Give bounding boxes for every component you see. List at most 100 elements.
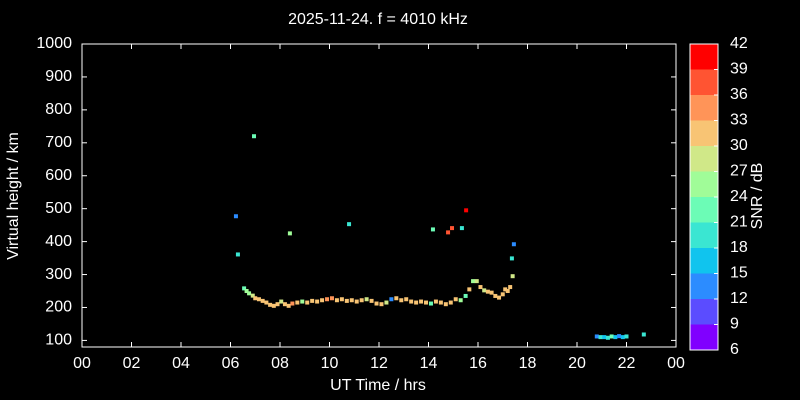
- data-point: [624, 334, 629, 339]
- data-point: [613, 335, 618, 340]
- data-point: [235, 252, 240, 257]
- data-point: [467, 287, 472, 292]
- data-point: [247, 291, 252, 296]
- data-point: [485, 289, 490, 294]
- y-axis-label: Virtual height / km: [5, 132, 22, 260]
- data-point: [459, 226, 464, 231]
- data-point: [268, 302, 273, 307]
- data-point: [609, 334, 614, 339]
- y-tick-label: 400: [45, 233, 72, 250]
- colorbar-tick-label: 9: [730, 316, 739, 333]
- data-point: [641, 332, 646, 337]
- data-point: [384, 300, 389, 305]
- data-point: [264, 300, 269, 305]
- chart-title: 2025-11-24. f = 4010 kHz: [288, 11, 468, 28]
- colorbar-tick-label: 18: [730, 239, 748, 256]
- data-point: [300, 299, 305, 304]
- x-tick-label: 04: [172, 355, 190, 372]
- data-point: [433, 299, 438, 304]
- data-point: [310, 298, 315, 303]
- data-point: [286, 303, 291, 308]
- data-point: [617, 334, 622, 339]
- data-point: [510, 274, 515, 279]
- colorbar-band: [690, 120, 718, 146]
- data-point: [379, 302, 384, 307]
- data-point: [605, 335, 610, 340]
- data-point: [287, 231, 292, 236]
- x-axis-label: UT Time / hrs: [330, 377, 426, 394]
- data-point: [339, 297, 344, 302]
- y-tick-label: 800: [45, 101, 72, 118]
- colorbar-band: [690, 44, 718, 70]
- data-point: [500, 292, 505, 297]
- x-tick-label: 02: [123, 355, 141, 372]
- colorbar-tick-label: 36: [730, 86, 748, 103]
- x-tick-label: 14: [420, 355, 438, 372]
- colorbar-tick-label: 27: [730, 163, 748, 180]
- data-point: [471, 279, 476, 284]
- colorbar-tick-label: 24: [730, 188, 748, 205]
- colorbar-band: [690, 146, 718, 172]
- data-point: [253, 296, 258, 301]
- data-point: [464, 208, 469, 213]
- data-point: [369, 298, 374, 303]
- colorbar-tick-label: 30: [730, 137, 748, 154]
- data-point: [493, 293, 498, 298]
- y-tick-label: 700: [45, 134, 72, 151]
- x-tick-label: 00: [73, 355, 91, 372]
- data-point: [349, 298, 354, 303]
- data-point: [359, 298, 364, 303]
- data-point: [242, 286, 247, 291]
- data-point: [404, 297, 409, 302]
- data-point: [482, 288, 487, 293]
- data-point: [509, 256, 514, 261]
- data-point: [347, 222, 352, 227]
- data-point: [458, 298, 463, 303]
- data-point: [374, 301, 379, 306]
- data-point: [305, 300, 310, 305]
- data-point: [295, 300, 300, 305]
- y-tick-label: 100: [45, 332, 72, 349]
- x-tick-label: 12: [370, 355, 388, 372]
- data-point: [505, 289, 510, 294]
- data-point: [250, 293, 255, 298]
- data-point: [594, 334, 599, 339]
- data-point: [260, 298, 265, 303]
- data-point: [620, 335, 625, 340]
- data-point: [419, 299, 424, 304]
- data-point: [325, 297, 330, 302]
- x-tick-label: 22: [618, 355, 636, 372]
- y-tick-label: 300: [45, 266, 72, 283]
- data-point: [364, 297, 369, 302]
- colorbar-tick-label: 6: [730, 341, 739, 358]
- data-point: [478, 285, 483, 290]
- y-tick-label: 500: [45, 200, 72, 217]
- x-tick-label: 16: [469, 355, 487, 372]
- colorbar-band: [690, 95, 718, 121]
- data-point: [598, 335, 603, 340]
- colorbar-tick-label: 12: [730, 290, 748, 307]
- data-point: [354, 299, 359, 304]
- data-point: [329, 296, 334, 301]
- data-point: [334, 298, 339, 303]
- x-tick-label: 08: [271, 355, 289, 372]
- colorbar-tick-label: 33: [730, 112, 748, 129]
- x-tick-label: 00: [667, 355, 685, 372]
- data-point: [448, 300, 453, 305]
- y-tick-label: 200: [45, 299, 72, 316]
- colorbar-band: [690, 197, 718, 223]
- data-point: [394, 296, 399, 301]
- data-point: [446, 230, 451, 235]
- data-point: [389, 297, 394, 302]
- data-point: [443, 302, 448, 307]
- colorbar-band: [690, 299, 718, 325]
- data-point: [244, 289, 249, 294]
- data-point: [453, 297, 458, 302]
- data-point: [508, 285, 513, 290]
- data-point: [602, 335, 607, 340]
- data-point: [414, 300, 419, 305]
- data-point: [430, 227, 435, 232]
- data-point: [344, 298, 349, 303]
- data-point: [497, 295, 502, 300]
